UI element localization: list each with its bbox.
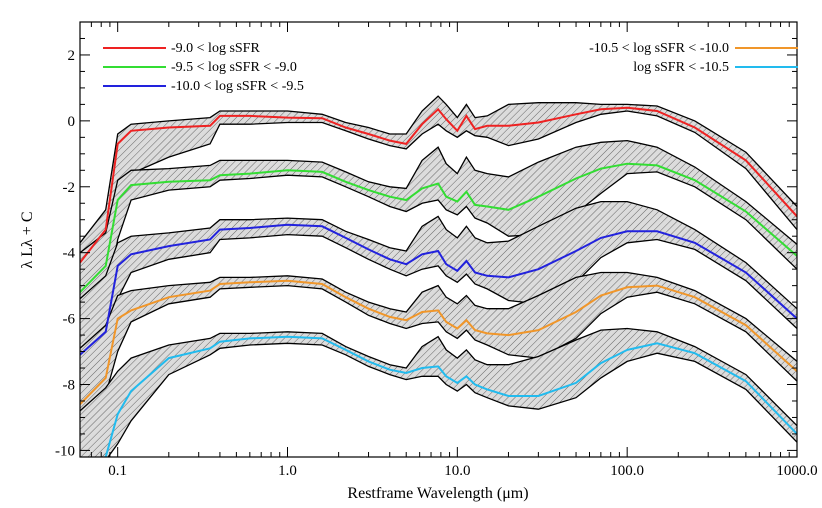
y-tick-label: -6 bbox=[63, 312, 76, 328]
series-lines bbox=[80, 106, 797, 457]
band-lower-edge-0 bbox=[80, 110, 797, 303]
y-tick-label: -2 bbox=[63, 180, 76, 196]
band-upper-edge-3 bbox=[80, 271, 797, 362]
band-upper-edge-1 bbox=[80, 139, 797, 254]
x-axis-label: Restframe Wavelength (μm) bbox=[347, 485, 528, 502]
y-axis-label: λ Lλ + C bbox=[19, 212, 36, 269]
band-lower-edge-4 bbox=[107, 342, 797, 457]
band-lower-edge-3 bbox=[80, 284, 797, 415]
legend-label: -9.0 < log sSFR bbox=[171, 41, 260, 56]
band-fill-2 bbox=[80, 201, 797, 375]
legend-label: -10.5 < log sSFR < -10.0 bbox=[589, 41, 729, 56]
series-line-1 bbox=[80, 162, 797, 293]
series-line-3 bbox=[80, 279, 797, 405]
y-tick-labels: 2 0 -2 -4 -6 -8 -10 bbox=[55, 48, 75, 459]
band-lower-edge-1 bbox=[80, 171, 797, 326]
y-tick-label: -4 bbox=[63, 246, 76, 262]
y-tick-label: -8 bbox=[63, 378, 76, 394]
band-upper-edge-2 bbox=[80, 200, 797, 310]
band-lower-edge-2 bbox=[80, 233, 797, 376]
legend: -9.0 < log sSFR -9.5 < log sSFR < -9.0 -10… bbox=[103, 41, 798, 94]
plot-frame bbox=[79, 21, 798, 458]
y-tick-label: -10 bbox=[55, 443, 75, 459]
legend-label: -10.0 < log sSFR < -9.5 bbox=[171, 79, 304, 94]
axis-ticks bbox=[79, 21, 798, 457]
x-tick-label: 1.0 bbox=[278, 463, 297, 479]
band-fill-1 bbox=[80, 140, 797, 326]
band-fill-4 bbox=[80, 328, 797, 457]
y-tick-label: 2 bbox=[68, 48, 76, 64]
legend-label: log sSFR < -10.5 bbox=[633, 60, 729, 75]
x-tick-label: 10.0 bbox=[444, 463, 470, 479]
x-tick-label: 0.1 bbox=[108, 463, 127, 479]
series-line-0 bbox=[80, 106, 797, 264]
band-upper-edge-0 bbox=[80, 95, 797, 244]
x-tick-label: 100.0 bbox=[610, 463, 644, 479]
x-tick-label: 1000.0 bbox=[776, 463, 817, 479]
y-tick-label: 0 bbox=[68, 114, 76, 130]
band-fill-3 bbox=[80, 272, 797, 415]
legend-label: -9.5 < log sSFR < -9.0 bbox=[171, 60, 297, 75]
band-upper-edge-4 bbox=[80, 327, 797, 427]
series-line-4 bbox=[101, 335, 797, 457]
series-line-2 bbox=[80, 223, 797, 356]
x-tick-labels: 0.1 1.0 10.0 100.0 1000.0 bbox=[108, 463, 817, 479]
uncertainty-bands bbox=[80, 95, 797, 457]
